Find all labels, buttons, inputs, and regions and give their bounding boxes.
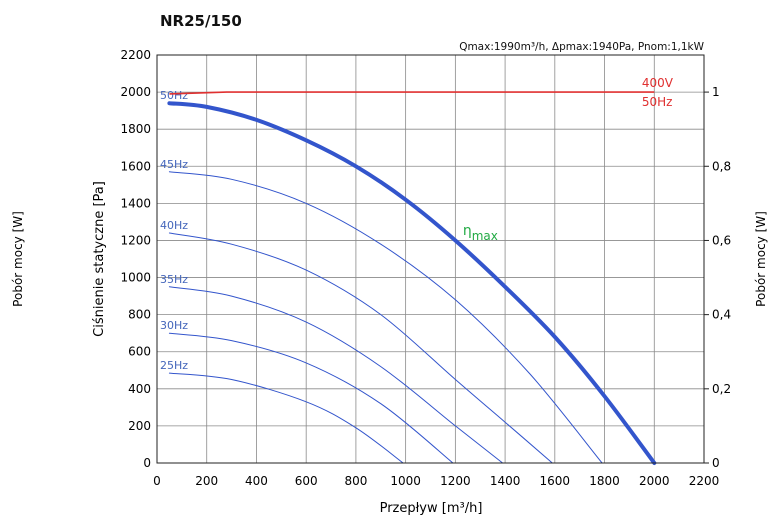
- y-tick-label: 1400: [120, 196, 151, 210]
- y-tick-label: 0: [143, 456, 151, 470]
- series-line-30Hz: [168, 332, 454, 464]
- x-tick-label: 400: [245, 474, 268, 488]
- series-line-40Hz: [168, 232, 553, 464]
- y-tick-label: 400: [128, 382, 151, 396]
- y-tick-labels: 0 200 400 600 800 1000 1200 1400 1600 1800 2000 220…: [120, 48, 151, 470]
- outer-right-label: Pobór mocy [W]: [754, 211, 768, 307]
- series-line-45Hz: [168, 171, 603, 464]
- x-tick-label: 1400: [490, 474, 521, 488]
- series-line-50Hz: [167, 101, 657, 465]
- chart-title: NR25/150: [160, 12, 242, 30]
- y-tick-label: 1800: [120, 122, 151, 136]
- x-tick-label: 1600: [540, 474, 571, 488]
- y-tick-label: 200: [128, 419, 151, 433]
- x-tick-label: 800: [344, 474, 367, 488]
- x-tick-label: 600: [295, 474, 318, 488]
- x-tick-label: 1000: [390, 474, 421, 488]
- x-tick-labels: 0 200 400 600 800 1000 1200 1400 1600 1800 2000 220…: [153, 474, 719, 488]
- y-tick-label: 1600: [120, 159, 151, 173]
- y-axis-label: Ciśnienie statyczne [Pa]: [92, 181, 107, 337]
- y2-tick-label: 0,8: [712, 159, 731, 173]
- power-line-path: [169, 91, 655, 95]
- x-tick-label: 1800: [589, 474, 620, 488]
- y2-tick-label: 0,4: [712, 308, 731, 322]
- power-label-voltage: 400V: [642, 76, 674, 90]
- x-tick-label: 2200: [689, 474, 720, 488]
- y2-tick-label: 1: [712, 85, 720, 99]
- series-label: 35Hz: [160, 273, 188, 286]
- y2-tick-labels: 0 0,2 0,4 0,6 0,8 1: [704, 85, 731, 470]
- series-label: 40Hz: [160, 219, 188, 232]
- x-tick-label: 2000: [639, 474, 670, 488]
- eta-max-annotation: ηmax: [463, 223, 498, 243]
- series-lines: 50Hz 45Hz 40Hz 35Hz 30Hz 25Hz: [160, 89, 657, 465]
- x-tick-label: 1200: [440, 474, 471, 488]
- series-line-35Hz: [168, 286, 504, 464]
- outer-left-label: Pobór mocy [W]: [11, 211, 25, 307]
- series-line-25Hz: [168, 372, 404, 464]
- y-tick-label: 600: [128, 345, 151, 359]
- y2-tick-label: 0: [712, 456, 720, 470]
- series-label: 25Hz: [160, 359, 188, 372]
- y-tick-label: 2000: [120, 85, 151, 99]
- series-label: 30Hz: [160, 319, 188, 332]
- y-tick-label: 800: [128, 308, 151, 322]
- series-label: 45Hz: [160, 158, 188, 171]
- y-tick-label: 1200: [120, 233, 151, 247]
- y-tick-label: 1000: [120, 271, 151, 285]
- x-tick-label: 200: [195, 474, 218, 488]
- y2-tick-label: 0,2: [712, 382, 731, 396]
- x-tick-label: 0: [153, 474, 161, 488]
- series-label: 50Hz: [160, 89, 188, 102]
- y2-tick-label: 0,6: [712, 233, 731, 247]
- power-line: 400V 50Hz: [169, 76, 674, 109]
- y-tick-label: 2200: [120, 48, 151, 62]
- chart-subtitle: Qmax:1990m³/h, Δpmax:1940Pa, Pnom:1,1kW: [459, 41, 704, 53]
- x-axis-label: Przepływ [m³/h]: [380, 501, 483, 516]
- plot-frame: [156, 54, 705, 464]
- grid: [157, 55, 704, 463]
- power-label-frequency: 50Hz: [642, 95, 673, 109]
